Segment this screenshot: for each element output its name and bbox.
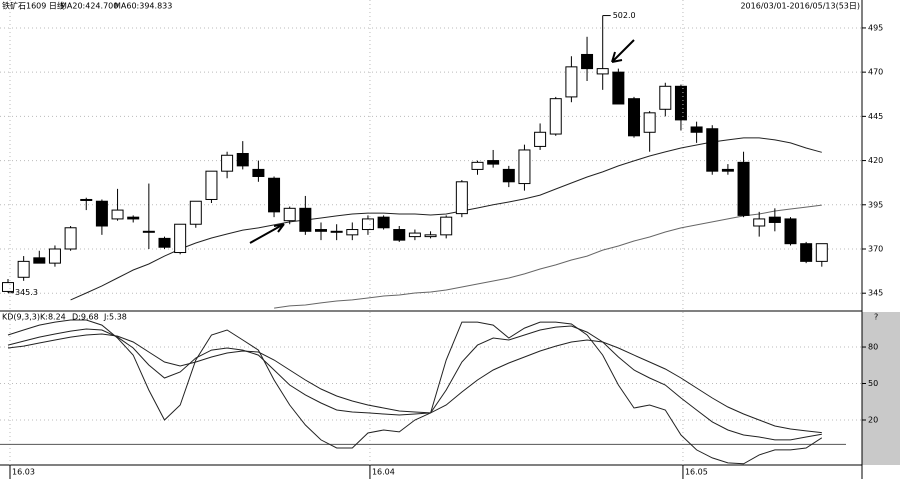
candle-body bbox=[80, 198, 93, 201]
y-tick-label: 50 bbox=[868, 379, 878, 388]
candle-body bbox=[596, 68, 609, 75]
line bbox=[7, 333, 822, 434]
x-tick-label: 16.03 bbox=[12, 468, 35, 477]
candle-body bbox=[205, 170, 218, 200]
candle-body bbox=[393, 229, 406, 241]
candle-body bbox=[815, 243, 828, 262]
candle-body bbox=[377, 216, 390, 229]
line bbox=[274, 204, 822, 309]
candle-body bbox=[95, 200, 108, 227]
subtitle: 2016/03/01-2016/05/13(53日) bbox=[740, 2, 860, 11]
candle-body bbox=[221, 154, 234, 172]
candle-body bbox=[471, 161, 484, 170]
candle-body bbox=[424, 234, 437, 238]
candle-body bbox=[706, 128, 719, 172]
line bbox=[70, 137, 822, 301]
candle-body bbox=[252, 168, 265, 177]
y-tick-label: 345 bbox=[868, 289, 883, 298]
candle-body bbox=[690, 126, 703, 133]
candle-body bbox=[315, 229, 327, 232]
legend-entry: MA60:394.833 bbox=[114, 2, 172, 11]
arrow bbox=[611, 39, 635, 63]
candle-body bbox=[111, 209, 124, 220]
chart-title: 铁矿石1609 日线 bbox=[2, 1, 65, 11]
legend-entry: MA20:424.700 bbox=[60, 2, 118, 11]
candle-body bbox=[17, 260, 30, 278]
candle-body bbox=[643, 112, 656, 133]
candle-body bbox=[48, 248, 61, 264]
candle-body bbox=[455, 181, 468, 215]
candle-body bbox=[534, 131, 547, 147]
annotation: 345.3 bbox=[15, 288, 38, 297]
candle-body bbox=[174, 223, 187, 254]
candle-body bbox=[33, 257, 46, 264]
candle-body bbox=[346, 229, 359, 236]
candle-body bbox=[142, 230, 155, 233]
y-tick-label: 80 bbox=[868, 343, 878, 352]
candle-body bbox=[236, 152, 249, 167]
candle-body bbox=[518, 149, 531, 185]
x-tick-label: 16.05 bbox=[685, 468, 708, 477]
candle-body bbox=[502, 168, 515, 183]
y-tick-label: 395 bbox=[868, 200, 883, 209]
candle-body bbox=[361, 218, 374, 231]
annotation: 502.0 bbox=[613, 11, 636, 20]
candle-body bbox=[440, 216, 453, 236]
candle-body bbox=[721, 168, 734, 172]
candle-body bbox=[784, 218, 797, 245]
candle-body bbox=[2, 282, 14, 292]
y-tick-label: 445 bbox=[868, 112, 883, 121]
legend-entry: D:9.68 bbox=[72, 313, 99, 322]
candle-body bbox=[800, 243, 813, 262]
candle-body bbox=[659, 85, 672, 110]
help-mark: ? bbox=[874, 313, 878, 322]
line bbox=[7, 325, 822, 441]
candle-body bbox=[674, 85, 687, 121]
candle-body bbox=[64, 227, 77, 250]
legend-entry: K:8.24 bbox=[40, 313, 66, 322]
candle-body bbox=[283, 207, 296, 222]
candle-body bbox=[408, 232, 421, 238]
legend-entry: J:5.38 bbox=[103, 313, 127, 322]
arrow bbox=[249, 223, 285, 244]
y-tick-label: 470 bbox=[868, 68, 883, 77]
candle-body bbox=[753, 218, 766, 227]
candle-body bbox=[628, 98, 640, 137]
candle-body bbox=[330, 230, 343, 233]
x-tick-label: 16.04 bbox=[372, 468, 395, 477]
candle-body bbox=[268, 177, 281, 213]
candle-body bbox=[127, 216, 140, 220]
line bbox=[7, 319, 823, 465]
candle-body bbox=[158, 237, 171, 248]
y-tick-label: 370 bbox=[868, 244, 883, 253]
candle-body bbox=[487, 160, 500, 165]
candle-body bbox=[549, 98, 562, 135]
candle-body bbox=[768, 216, 781, 223]
chart-title: KD(9,3,3) bbox=[2, 313, 40, 322]
candle-body bbox=[189, 200, 202, 225]
y-tick-label: 420 bbox=[868, 156, 883, 165]
side-panel bbox=[862, 312, 900, 465]
candle-body bbox=[299, 207, 312, 232]
candle-body bbox=[737, 161, 750, 216]
candle-body bbox=[581, 53, 594, 70]
y-tick-label: 495 bbox=[868, 23, 883, 32]
candle-body bbox=[565, 66, 578, 98]
candle-body bbox=[612, 71, 625, 105]
y-tick-label: 20 bbox=[868, 416, 878, 425]
